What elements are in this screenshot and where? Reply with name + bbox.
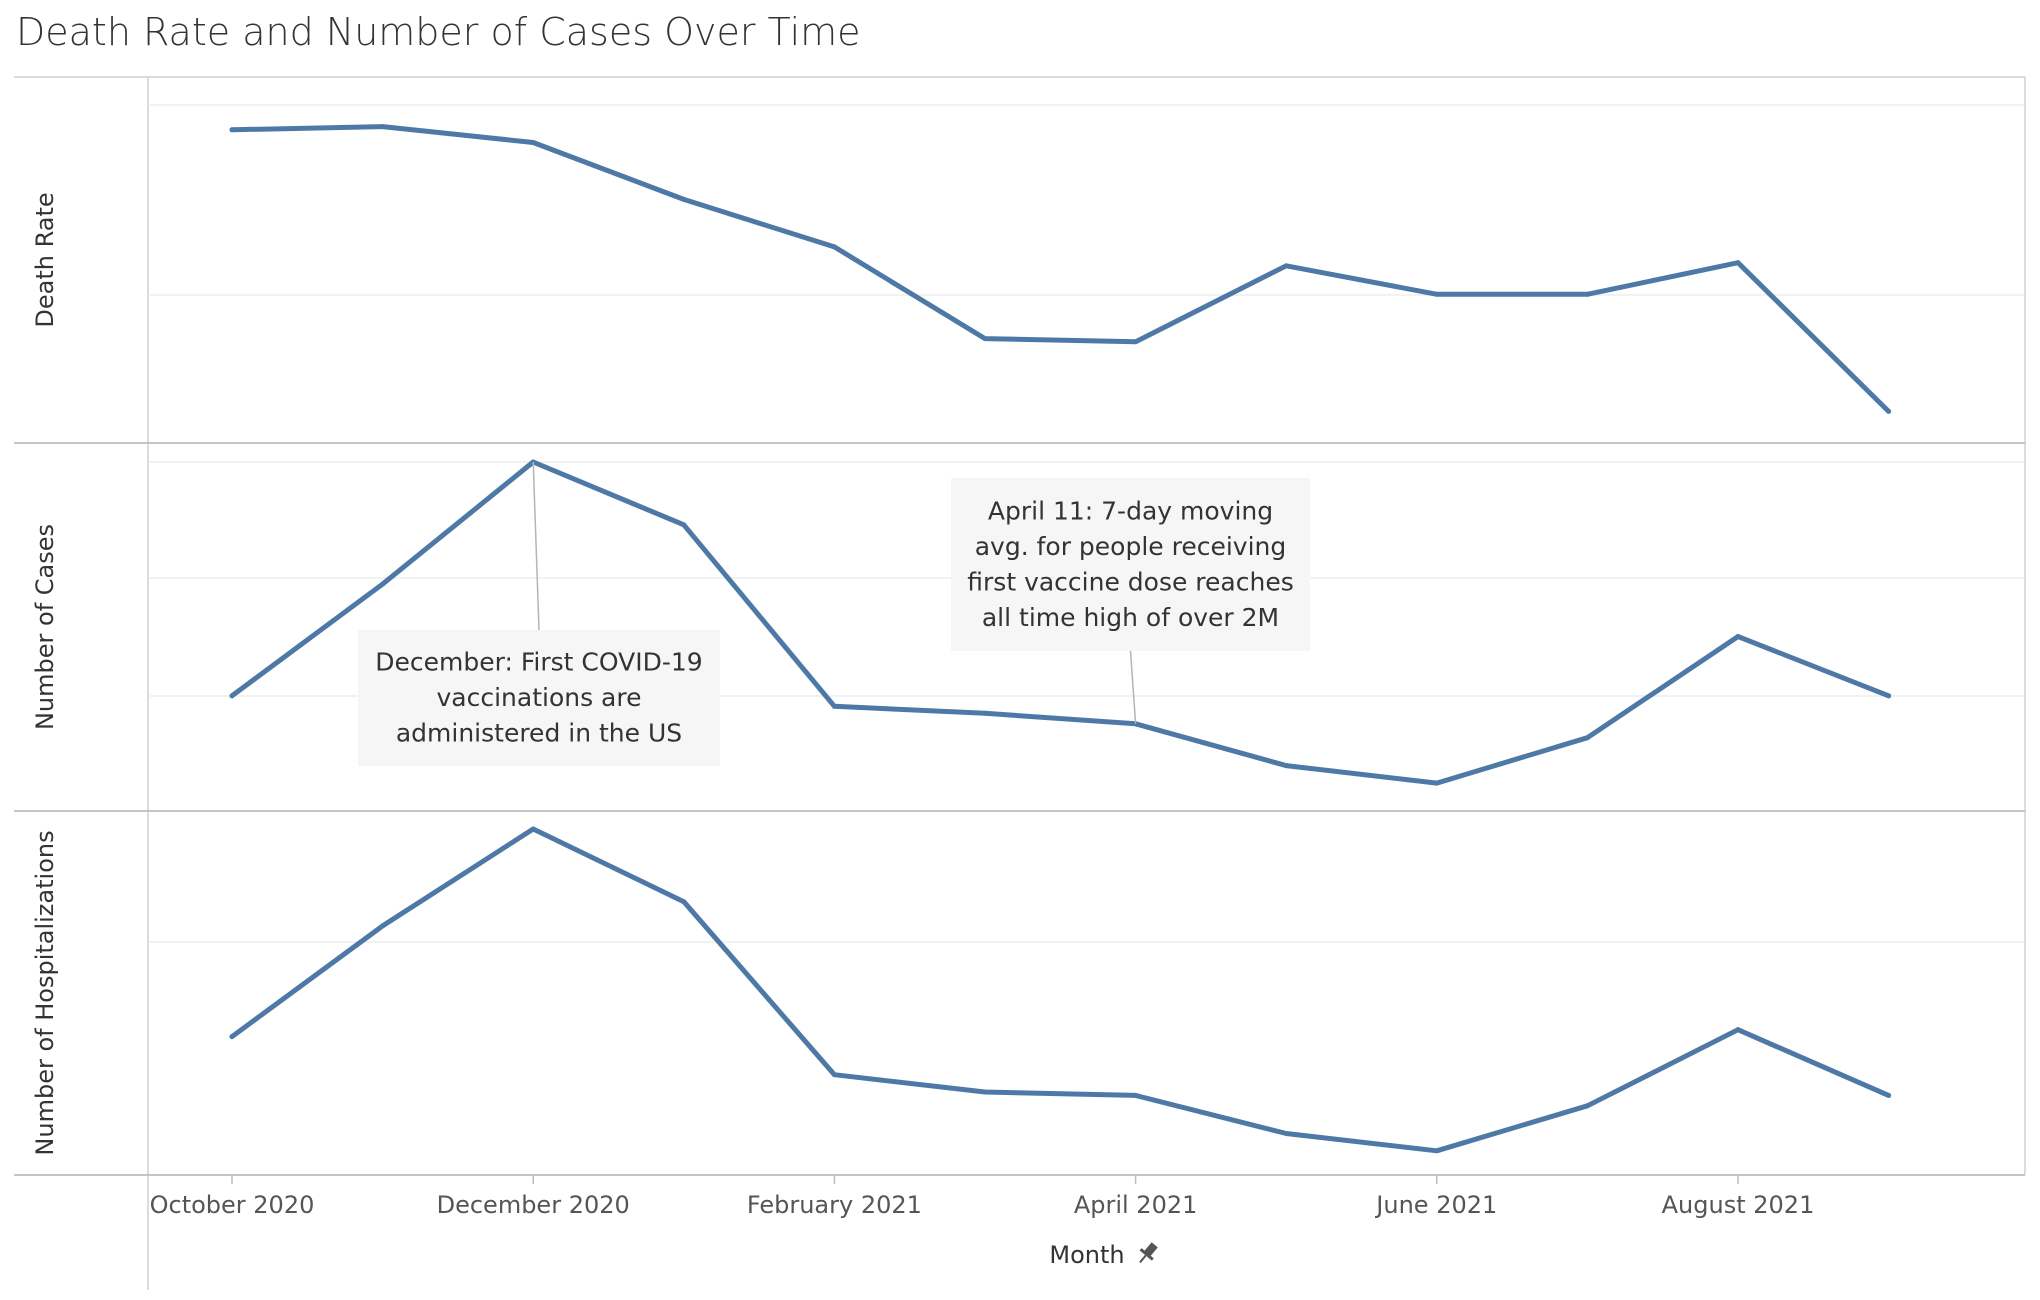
annotation-box — [358, 630, 720, 766]
annotation-text: April 11: 7-day moving — [988, 496, 1273, 525]
data-point[interactable] — [1735, 1027, 1741, 1033]
series-line[interactable] — [229, 124, 1892, 414]
y-axis-title: Death Rate — [31, 192, 59, 327]
data-point[interactable] — [1584, 291, 1590, 297]
data-point[interactable] — [229, 1034, 235, 1040]
data-point[interactable] — [1434, 291, 1440, 297]
annotation-text: all time high of over 2M — [982, 603, 1279, 632]
data-point[interactable] — [982, 710, 988, 716]
data-point[interactable] — [681, 899, 687, 905]
data-point[interactable] — [1283, 763, 1289, 769]
annotation-text: December: First COVID-19 — [375, 648, 702, 677]
annotation-layer: December: First COVID-19 vaccinations are… — [358, 461, 1310, 766]
data-point[interactable] — [229, 693, 235, 699]
x-tick-label: February 2021 — [747, 1191, 922, 1219]
x-tick-label: June 2021 — [1374, 1191, 1497, 1219]
x-tick-label: August 2021 — [1662, 1191, 1815, 1219]
annotation-text: avg. for people receiving — [975, 532, 1287, 561]
data-point[interactable] — [380, 581, 386, 587]
series-layer — [229, 124, 1892, 1154]
chart-frame — [14, 76, 2026, 1290]
annotation-leader-line — [532, 461, 540, 631]
y-axis-title: Number of Cases — [31, 524, 59, 730]
data-point[interactable] — [1735, 634, 1741, 639]
y-axis-title: Number of Hospitalizations — [31, 830, 59, 1155]
data-point[interactable] — [530, 826, 536, 832]
data-point[interactable] — [681, 522, 687, 528]
data-point[interactable] — [1735, 260, 1741, 266]
axis-layer: Death Rate Number of Cases Number of Hospi… — [31, 192, 1814, 1219]
x-tick-label: April 2021 — [1074, 1191, 1198, 1219]
data-point[interactable] — [1133, 1092, 1139, 1098]
series-line[interactable] — [229, 826, 1892, 1154]
data-point[interactable] — [982, 336, 988, 342]
data-point[interactable] — [380, 124, 386, 130]
data-point[interactable] — [831, 244, 837, 250]
data-point[interactable] — [1886, 408, 1892, 414]
annotation-text: vaccinations are — [436, 683, 641, 712]
series-line[interactable] — [229, 459, 1892, 786]
data-point[interactable] — [681, 196, 687, 202]
data-point[interactable] — [229, 127, 235, 133]
data-point[interactable] — [1133, 339, 1139, 345]
annotation-text: first vaccine dose reaches — [967, 567, 1293, 596]
annotation-leader-line — [1129, 650, 1137, 724]
data-point[interactable] — [1434, 780, 1440, 786]
data-point[interactable] — [1434, 1148, 1440, 1154]
x-axis-title: Month — [1049, 1241, 1124, 1269]
data-point[interactable] — [530, 139, 536, 145]
data-point[interactable] — [1584, 1103, 1590, 1109]
chart-title: Death Rate and Number of Cases Over Time — [16, 10, 861, 54]
x-tick-label: December 2020 — [437, 1191, 630, 1219]
data-point[interactable] — [982, 1089, 988, 1095]
data-point[interactable] — [1886, 1092, 1892, 1098]
annotation-box — [951, 478, 1310, 651]
data-point[interactable] — [831, 703, 837, 709]
annotation-text: administered in the US — [396, 719, 682, 748]
pin-icon[interactable] — [1134, 1240, 1161, 1268]
data-point[interactable] — [1283, 1130, 1289, 1136]
data-point[interactable] — [1886, 693, 1892, 699]
data-point[interactable] — [1584, 735, 1590, 741]
x-tick-label: October 2020 — [150, 1191, 315, 1219]
data-point[interactable] — [380, 923, 386, 929]
data-point[interactable] — [1283, 263, 1289, 269]
data-point[interactable] — [831, 1072, 837, 1078]
